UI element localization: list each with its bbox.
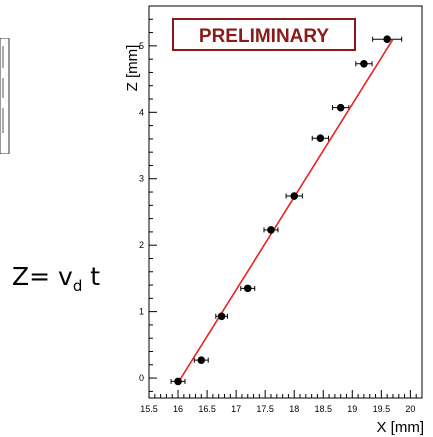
x-tick-label: 16 <box>173 404 183 414</box>
data-point <box>316 134 325 143</box>
data-point <box>360 60 368 68</box>
data-point <box>217 312 226 321</box>
drift-formula: Z= vd t <box>12 262 100 295</box>
x-tick-label: 18.5 <box>314 404 332 414</box>
x-tick-label: 18 <box>289 404 299 414</box>
y-tick-label: 2 <box>139 240 144 250</box>
fit-line <box>177 38 394 384</box>
formula-subscript: d <box>72 277 83 295</box>
y-axis-title: Z [mm] <box>124 45 141 92</box>
y-tick-label: 0 <box>139 373 144 383</box>
x-tick-label: 16.5 <box>198 404 216 414</box>
x-axis-title: X [mm] <box>377 419 425 436</box>
y-tick-label: 4 <box>139 107 144 117</box>
y-tick-label: 1 <box>139 307 144 317</box>
x-tick-label: 17.5 <box>256 404 274 414</box>
plot-frame <box>148 5 423 399</box>
preliminary-box <box>172 18 356 51</box>
y-tick-label: 3 <box>139 174 144 184</box>
x-tick-label: 15.5 <box>140 404 158 414</box>
x-tick-label: 17 <box>231 404 241 414</box>
tick-labels: 15.5 16 16.5 17 17.5 18 18.5 19 19.5 20 0 1 2 3 4 5 <box>139 41 415 414</box>
data-point <box>197 356 206 364</box>
data-point <box>174 377 182 386</box>
formula-rhs: t <box>82 262 101 291</box>
y-tick-label: 5 <box>139 41 144 51</box>
x-tick-label: 19 <box>347 404 357 414</box>
tick-marks <box>148 18 423 398</box>
x-tick-label: 20 <box>405 404 415 414</box>
formula-lhs: Z= v <box>12 262 73 291</box>
data-points <box>174 35 391 386</box>
data-point <box>267 226 275 234</box>
x-tick-label: 19.5 <box>373 404 391 414</box>
data-point <box>383 35 391 44</box>
data-point <box>290 192 299 200</box>
cropped-left-panel <box>0 38 10 154</box>
preliminary-label: PRELIMINARY <box>199 26 330 47</box>
data-point <box>336 103 345 112</box>
data-point <box>243 284 252 293</box>
